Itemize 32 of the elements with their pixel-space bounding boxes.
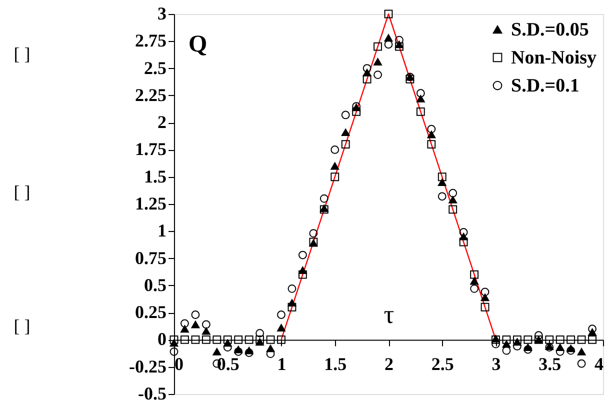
y-tick-label: 1.5	[144, 166, 166, 186]
y-tick-label: 2.75	[135, 30, 166, 51]
legend-label: S.D.=0.1	[511, 76, 580, 96]
x-tick-label: 3	[492, 354, 501, 374]
y-tick-label: 0.5	[144, 274, 166, 295]
y-tick-label: 1	[158, 220, 166, 241]
text: [ ]	[14, 182, 30, 202]
x-tick-label: 0.5	[216, 354, 240, 374]
y-tick-label: 0	[158, 329, 166, 350]
text: [ ]	[14, 44, 30, 64]
y-tick-label: 2.5	[144, 58, 166, 78]
y-tick-label: 3	[158, 4, 166, 24]
y-tick-label: 1.75	[135, 139, 166, 160]
x-tick-label: 4	[594, 354, 604, 374]
x-tick-label: 1.5	[324, 354, 347, 374]
y-tick-label: 2	[158, 112, 166, 132]
x-tick-label: 1	[277, 354, 286, 374]
x-axis-title: τ	[384, 300, 394, 330]
x-tick-label: 3.5	[538, 354, 562, 374]
x-tick-label: 2.5	[431, 354, 454, 374]
legend-label: Non-Noisy	[511, 48, 598, 68]
y-tick-label: 2.25	[135, 84, 166, 105]
y-tick-label: 0.25	[135, 302, 166, 322]
legend-label: S.D.=0.05	[511, 20, 589, 40]
y-axis-title: Q	[188, 32, 208, 58]
x-tick-label: 0	[174, 354, 184, 374]
y-tick-label: 0.75	[135, 248, 166, 268]
y-tick-label: 1.25	[135, 194, 166, 214]
y-tick-label: -0.25	[129, 356, 166, 376]
text: [ ]	[14, 316, 30, 336]
x-tick-label: 2	[384, 354, 394, 374]
y-tick-label: -0.5	[138, 384, 166, 404]
